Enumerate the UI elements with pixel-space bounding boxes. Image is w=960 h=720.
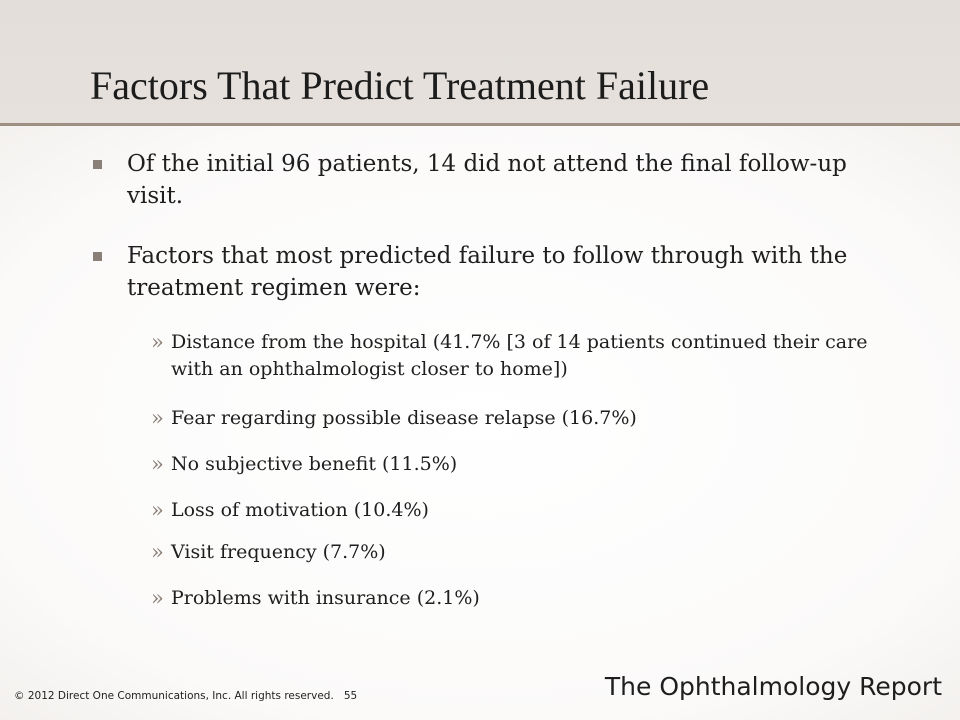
chevron-bullet-icon: » <box>151 540 164 564</box>
footer: © 2012 Direct One Communications, Inc. A… <box>14 690 357 702</box>
square-bullet-icon <box>93 252 102 261</box>
bullet-item-attendance: Of the initial 96 patients, 14 did not a… <box>127 151 847 209</box>
page-number: 55 <box>343 690 358 702</box>
chevron-bullet-icon: » <box>151 498 164 522</box>
sub-item-no-benefit: No subjective benefit (11.5%) <box>171 453 458 475</box>
chevron-bullet-icon: » <box>151 330 164 354</box>
chevron-bullet-icon: » <box>151 586 164 610</box>
sub-item-distance: Distance from the hospital (41.7% [3 of … <box>171 331 868 380</box>
sub-item-insurance: Problems with insurance (2.1%) <box>171 587 480 609</box>
slide-title: Factors That Predict Treatment Failure <box>90 63 710 108</box>
copyright-text: © 2012 Direct One Communications, Inc. A… <box>14 690 334 702</box>
sub-item-motivation: Loss of motivation (10.4%) <box>171 499 429 521</box>
title-divider <box>0 123 960 126</box>
sub-item-fear: Fear regarding possible disease relapse … <box>171 407 637 429</box>
bullet-item-factors: Factors that most predicted failure to f… <box>127 243 848 301</box>
square-bullet-icon <box>93 160 102 169</box>
sub-item-visit-frequency: Visit frequency (7.7%) <box>171 541 386 563</box>
title-band <box>0 0 960 123</box>
brand-logo: The Ophthalmology Report <box>604 672 942 701</box>
chevron-bullet-icon: » <box>151 452 164 476</box>
chevron-bullet-icon: » <box>151 406 164 430</box>
